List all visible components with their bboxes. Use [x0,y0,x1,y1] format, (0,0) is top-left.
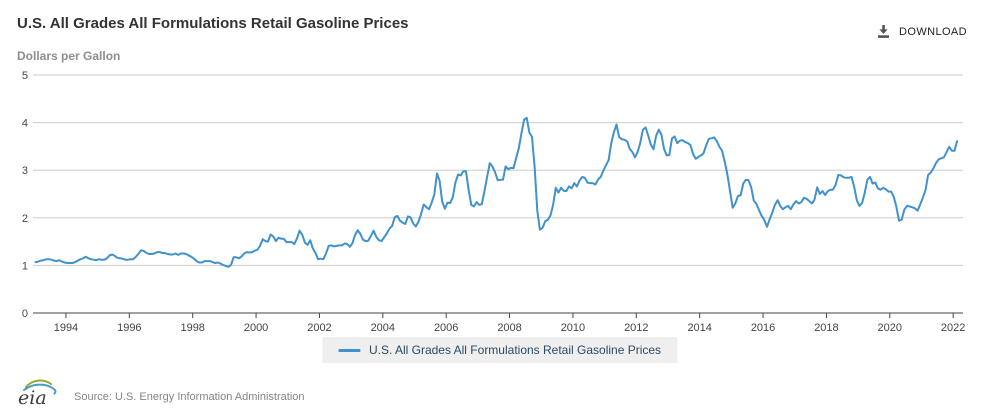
x-axis-tick-label: 2008 [497,322,521,334]
download-button[interactable]: DOWNLOAD [876,24,967,39]
x-axis-tick-label: 2010 [561,322,585,334]
download-icon [876,24,891,39]
legend-item[interactable]: U.S. All Grades All Formulations Retail … [321,337,678,363]
y-axis-tick-label: 2 [22,213,28,225]
legend-label: U.S. All Grades All Formulations Retail … [368,343,662,357]
x-axis-tick-label: 1996 [117,322,141,334]
y-axis-tick-label: 4 [22,118,28,130]
price-line[interactable] [34,116,959,268]
eia-logo[interactable]: eia [16,378,62,410]
y-axis-tick-label: 0 [22,308,28,320]
x-axis-tick-label: 2018 [814,322,838,334]
x-axis-tick-label: 2014 [687,322,711,334]
x-axis-tick-label: 2022 [941,322,965,334]
download-label: DOWNLOAD [899,25,967,38]
y-axis-tick-label: 5 [22,70,28,82]
y-axis-tick-label: 3 [22,165,28,177]
legend-line-swatch [337,348,360,352]
x-axis-tick-label: 2006 [434,322,458,334]
x-axis-tick-label: 2016 [751,322,775,334]
x-axis-tick-label: 2004 [371,322,395,334]
x-axis-tick-label: 1994 [54,322,78,334]
svg-text:eia: eia [18,387,47,408]
source-text: Source: U.S. Energy Information Administ… [74,391,305,403]
x-axis-tick-label: 1998 [180,322,204,334]
chart-title: U.S. All Grades All Formulations Retail … [17,15,409,32]
x-axis-tick-label: 2002 [307,322,331,334]
x-axis-tick-label: 2000 [244,322,268,334]
x-axis-tick-label: 2020 [878,322,902,334]
price-chart: 0 1 2 3 4 5 1994 1996 1998 2000 2002 2004 2006 2008 20… [22,70,966,334]
x-axis-tick-label: 2012 [624,322,648,334]
y-axis-tick-label: 1 [22,260,28,272]
axis-units-label: Dollars per Gallon [17,49,121,63]
